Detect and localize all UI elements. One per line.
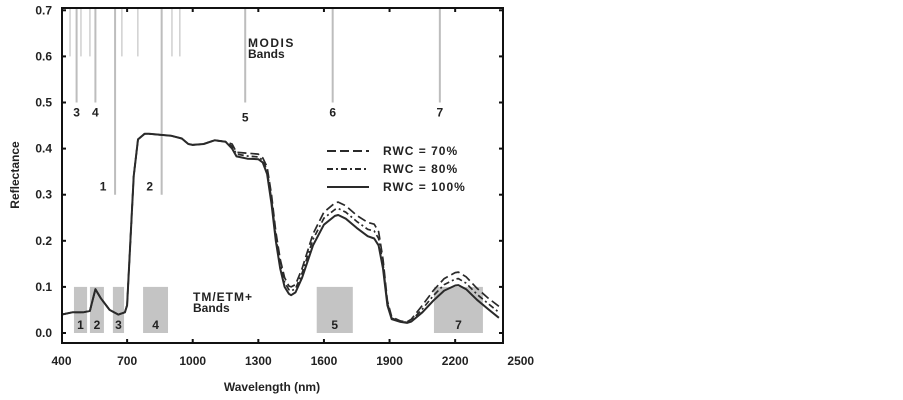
tm-band-label: 2 xyxy=(94,318,101,332)
x-tick-label: 400 xyxy=(51,354,71,368)
modis-band-label: 3 xyxy=(73,106,80,120)
modis-band-label: 1 xyxy=(100,179,107,193)
y-tick-label: 0.1 xyxy=(35,280,52,294)
x-tick-label: 2500 xyxy=(507,354,534,368)
x-tick-label: 700 xyxy=(117,354,137,368)
modis-band-label: 4 xyxy=(92,106,99,120)
x-tick-label: 1300 xyxy=(245,354,272,368)
tm-label-line1: TM/ETM+ xyxy=(193,290,253,304)
y-tick-label: 0.4 xyxy=(35,142,52,156)
y-tick-label: 0.0 xyxy=(35,326,52,340)
tm-band-5 xyxy=(316,286,353,333)
tm-band-label: 7 xyxy=(455,318,462,332)
tm-band-7 xyxy=(433,286,483,333)
modis-bands-layer: 3 4 1 2 5 6 7 xyxy=(69,9,444,195)
series-line-3 xyxy=(61,132,500,324)
tm-band-label: 3 xyxy=(115,318,122,332)
tm-label-line2: Bands xyxy=(193,301,230,315)
y-tick-label: 0.3 xyxy=(35,188,52,202)
y-tick-label: 0.5 xyxy=(35,96,52,110)
tm-band-label: 1 xyxy=(77,318,84,332)
x-axis-label: Wavelength (nm) xyxy=(224,380,320,394)
x-tick-label: 2200 xyxy=(442,354,469,368)
x-tick-label: 1600 xyxy=(311,354,338,368)
modis-label-line1: MODIS xyxy=(248,36,295,50)
x-tick-label: 1000 xyxy=(179,354,206,368)
legend: RWC = 70% RWC = 80% RWC = 100% xyxy=(327,144,466,194)
tm-band-label: 5 xyxy=(331,318,338,332)
modis-band-label: 7 xyxy=(437,106,444,120)
plot-frame xyxy=(61,7,504,344)
modis-label-line2: Bands xyxy=(248,47,285,61)
modis-band-label: 5 xyxy=(242,110,249,124)
tm-band-4 xyxy=(143,286,169,333)
modis-band-label: 2 xyxy=(146,179,153,193)
legend-label-3: RWC = 100% xyxy=(383,180,466,194)
tm-band-label: 4 xyxy=(152,318,159,332)
x-tick-label: 1900 xyxy=(376,354,403,368)
legend-label-1: RWC = 70% xyxy=(383,144,458,158)
y-tick-label: 0.2 xyxy=(35,234,52,248)
tm-band-3 xyxy=(112,286,125,333)
tm-band-1 xyxy=(73,286,88,333)
y-tick-label: 0.7 xyxy=(35,3,52,17)
y-tick-label: 0.6 xyxy=(35,49,52,63)
series-layer xyxy=(61,132,500,324)
modis-band-label: 6 xyxy=(329,106,336,120)
axes-layer: 400 700 1000 1300 1600 1900 2200 2500 0.0 0.1 0.2 0… xyxy=(35,3,534,368)
y-axis-label: Reflectance xyxy=(8,141,22,209)
legend-label-2: RWC = 80% xyxy=(383,162,458,176)
